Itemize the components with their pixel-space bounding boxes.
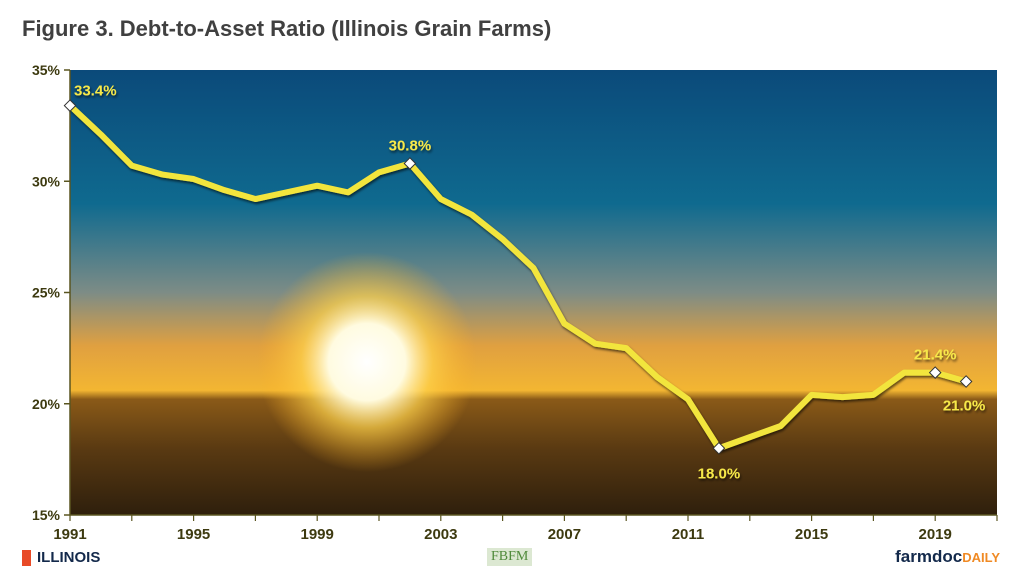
- data-label: 18.0%: [698, 465, 741, 482]
- y-tick-label: 15%: [32, 507, 61, 523]
- data-label: 21.4%: [914, 347, 957, 364]
- y-tick-label: 30%: [32, 173, 61, 189]
- data-label: 30.8%: [389, 137, 432, 154]
- farmdoc-text: farmdoc: [895, 547, 963, 566]
- marker-diamond: [959, 375, 973, 388]
- x-tick-label: 1991: [53, 526, 86, 543]
- x-tick-label: 2007: [548, 526, 581, 543]
- y-tick-label: 20%: [32, 396, 61, 412]
- marker-diamond: [928, 366, 942, 379]
- sun: [257, 252, 477, 472]
- chart-title: Figure 3. Debt-to-Asset Ratio (Illinois …: [22, 16, 552, 41]
- marker-diamond: [403, 157, 417, 170]
- data-label: 21.0%: [943, 398, 986, 415]
- plot-background: [70, 70, 997, 515]
- data-label: 33.4%: [74, 83, 117, 100]
- x-tick-label: 1999: [301, 526, 334, 543]
- debt-to-asset-line: [67, 103, 967, 452]
- x-tick-label: 2019: [919, 526, 952, 543]
- illinois-text: ILLINOIS: [37, 549, 101, 566]
- marker-diamond: [712, 441, 726, 455]
- illinois-logo: ILLINOIS: [22, 549, 100, 566]
- farmdoc-daily-logo: farmdocDAILY: [895, 547, 1000, 567]
- fbfm-logo: FBFM: [487, 548, 533, 566]
- x-tick-label: 1995: [177, 526, 210, 543]
- x-tick-label: 2011: [672, 526, 705, 543]
- y-tick-label: 35%: [32, 62, 61, 78]
- x-tick-label: 2015: [795, 526, 828, 543]
- marker-diamond: [63, 99, 77, 112]
- x-tick-label: 2003: [424, 526, 457, 543]
- y-tick-label: 25%: [32, 285, 61, 301]
- illinois-i-mark-icon: [22, 549, 31, 566]
- daily-text: DAILY: [962, 550, 1000, 565]
